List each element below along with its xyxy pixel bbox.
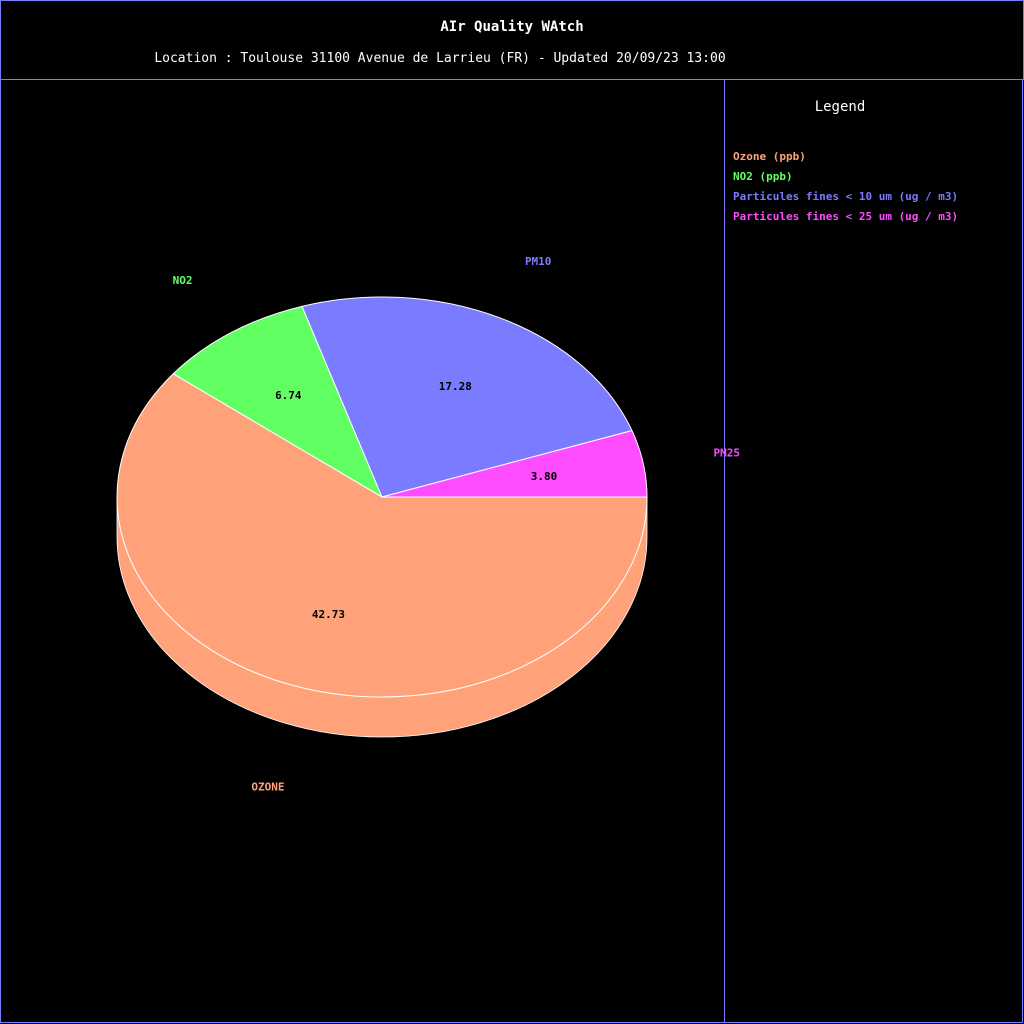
pie-name-label-pm25: PM25: [714, 447, 741, 460]
chart-panel: [0, 79, 725, 1023]
pie-value-label-ozone: 42.73: [312, 608, 345, 621]
legend-title: Legend: [814, 99, 866, 115]
legend-item-no2: NO2 (ppb): [733, 170, 793, 183]
pie-name-label-no2: NO2: [173, 274, 193, 287]
pie-value-label-no2: 6.74: [275, 389, 302, 402]
pie-value-label-pm25: 3.80: [531, 470, 558, 483]
legend-item-pm10: Particules fines < 10 um (ug / m3): [733, 190, 959, 203]
pie-name-label-ozone: OZONE: [251, 781, 284, 794]
chart-title: AIr Quality WAtch: [440, 19, 584, 35]
pie-name-label-pm10: PM10: [525, 255, 552, 268]
chart-subtitle: Location : Toulouse 31100 Avenue de Larr…: [154, 51, 726, 66]
legend-list: Ozone (ppb) NO2 (ppb) Particules fines <…: [733, 149, 958, 229]
pie-slice-pm25: [381, 430, 648, 498]
pie-slice-no2: [172, 305, 384, 499]
pie-slice-ozone: [116, 373, 648, 698]
pie-value-label-pm10: 17.28: [439, 380, 472, 393]
legend-item-pm25: Particules fines < 25 um (ug / m3): [733, 210, 959, 223]
chart-header: AIr Quality WAtch Location : Toulouse 31…: [0, 0, 1024, 80]
pie-slice-pm10: [301, 296, 633, 498]
legend-item-ozone: Ozone (ppb): [733, 150, 806, 163]
legend-panel: Legend Ozone (ppb) NO2 (ppb) Particules …: [724, 79, 1023, 1023]
